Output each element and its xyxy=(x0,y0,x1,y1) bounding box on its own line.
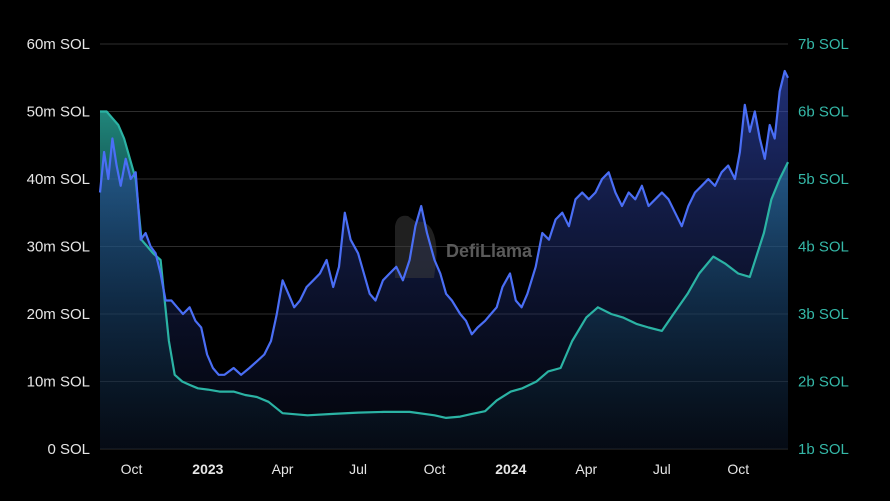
series-area-left xyxy=(100,71,788,449)
x-tick-label-3: Jul xyxy=(349,461,367,477)
x-tick-label-0: Oct xyxy=(121,461,143,477)
right-tick-label-4: 5b SOL xyxy=(798,171,849,188)
x-tick-label-2: Apr xyxy=(272,461,294,477)
left-tick-label-1: 10m SOL xyxy=(27,374,90,391)
left-tick-label-4: 40m SOL xyxy=(27,171,90,188)
right-tick-label-6: 7b SOL xyxy=(798,36,849,53)
series-line-right xyxy=(100,110,789,419)
right-tick-label-5: 6b SOL xyxy=(798,104,849,121)
series-lines xyxy=(98,69,789,419)
left-tick-label-2: 20m SOL xyxy=(27,306,90,323)
x-axis: Oct 2023 Apr Jul Oct 2024 Apr Jul Oct xyxy=(121,461,750,477)
left-tick-label-6: 60m SOL xyxy=(27,36,90,53)
right-tick-label-3: 4b SOL xyxy=(798,239,849,256)
left-tick-label-5: 50m SOL xyxy=(27,104,90,121)
x-tick-label-7: Jul xyxy=(653,461,671,477)
x-tick-label-6: Apr xyxy=(575,461,597,477)
watermark-text: DefiLlama xyxy=(446,241,533,261)
right-tick-label-0: 1b SOL xyxy=(798,441,849,458)
x-tick-label-5: 2024 xyxy=(495,461,526,477)
series-areas xyxy=(100,71,788,449)
series-line-left xyxy=(98,69,789,376)
left-tick-label-3: 30m SOL xyxy=(27,239,90,256)
left-y-axis: 0 SOL 10m SOL 20m SOL 30m SOL 40m SOL 50m SOL… xyxy=(27,36,90,458)
left-tick-label-0: 0 SOL xyxy=(47,441,90,458)
right-tick-label-1: 2b SOL xyxy=(798,374,849,391)
x-tick-label-8: Oct xyxy=(727,461,749,477)
right-tick-label-2: 3b SOL xyxy=(798,306,849,323)
x-tick-label-4: Oct xyxy=(424,461,446,477)
right-y-axis: 1b SOL 2b SOL 3b SOL 4b SOL 5b SOL 6b SOL 7b S… xyxy=(798,36,849,458)
x-tick-label-1: 2023 xyxy=(192,461,223,477)
